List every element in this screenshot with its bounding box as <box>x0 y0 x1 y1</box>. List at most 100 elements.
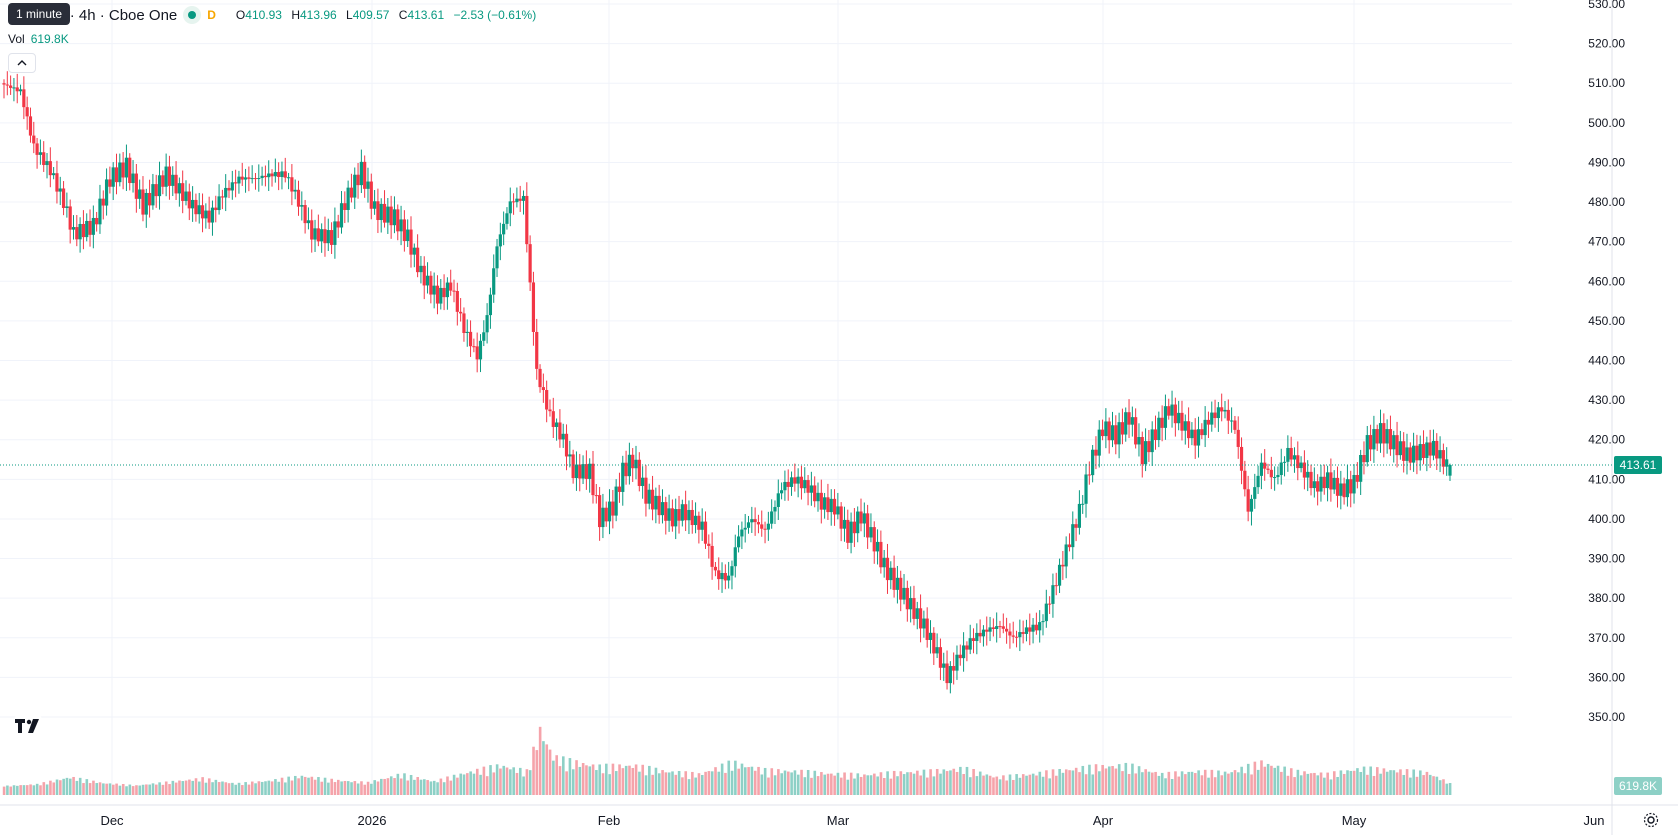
candle-body <box>938 647 943 668</box>
volume-bar <box>595 770 598 795</box>
volume-bar <box>889 778 893 795</box>
volume-bar <box>648 765 651 795</box>
volume-bar <box>327 782 330 795</box>
volume-bar <box>1114 768 1118 795</box>
candle-body <box>283 171 287 178</box>
volume-bar <box>1415 776 1419 795</box>
volume-bar <box>475 768 479 795</box>
candle-body <box>614 486 618 516</box>
close-label: C <box>398 8 408 22</box>
candle-body <box>535 331 539 369</box>
candle-body <box>508 201 512 214</box>
candle-body <box>1299 462 1303 469</box>
volume-bar <box>432 780 436 795</box>
volume-bar <box>1213 777 1217 795</box>
volume-bar <box>1094 764 1098 795</box>
collapse-legend-button[interactable] <box>8 53 36 73</box>
candle-body <box>313 228 317 240</box>
gear-icon[interactable] <box>1643 812 1659 828</box>
candle-body <box>641 477 645 486</box>
volume-bar <box>469 771 472 795</box>
candle-body <box>862 513 866 524</box>
candle-body <box>1110 425 1115 441</box>
volume-bar <box>1217 770 1220 795</box>
volume-bar <box>935 768 939 795</box>
candle-body <box>819 492 823 510</box>
candle-body <box>1210 412 1214 425</box>
candle-body <box>442 287 446 298</box>
volume-bar <box>618 764 621 795</box>
candle-body <box>617 486 622 492</box>
candle-body <box>1282 461 1287 463</box>
candle-body <box>386 206 390 223</box>
volume-bar <box>419 779 423 795</box>
candle-body <box>598 495 602 528</box>
volume-bar <box>1227 773 1230 795</box>
volume-bar <box>1127 773 1131 795</box>
candle-body <box>1117 422 1121 445</box>
candle-body <box>1441 450 1445 467</box>
volume-bar <box>1071 770 1075 795</box>
volume-bar <box>631 767 635 795</box>
volume-bar <box>211 782 214 795</box>
volume-bar <box>151 783 155 795</box>
volume-value: 619.8K <box>30 32 69 46</box>
volume-bar <box>135 785 138 795</box>
candle-body <box>1266 468 1270 470</box>
candle-body <box>1140 437 1144 465</box>
volume-bar <box>1194 773 1197 795</box>
candle-body <box>369 181 373 209</box>
candle-body <box>472 346 476 348</box>
candle-body <box>35 143 39 155</box>
candle-body <box>1147 441 1151 453</box>
volume-bar <box>906 772 909 795</box>
candle-body <box>1081 503 1085 505</box>
candle-body <box>478 340 483 360</box>
tradingview-logo[interactable] <box>14 716 42 736</box>
candle-body <box>98 198 102 225</box>
candle-body <box>114 167 119 183</box>
volume-bar <box>833 775 836 795</box>
volume-bar <box>25 785 29 795</box>
volume-bar <box>700 774 704 795</box>
volume-bar <box>280 777 284 795</box>
volume-bar <box>75 780 79 795</box>
candle-body <box>1339 483 1343 496</box>
volume-bar <box>763 767 767 795</box>
candle-body <box>1167 406 1171 416</box>
volume-bar <box>171 780 175 795</box>
volume-bar <box>274 779 277 795</box>
candle-body <box>866 513 870 538</box>
candle-body <box>965 645 969 650</box>
volume-bar <box>363 784 367 795</box>
candle-body <box>12 87 16 89</box>
volume-bar <box>39 785 42 795</box>
candle-body <box>852 521 856 534</box>
volume-bar <box>102 783 105 795</box>
volume-bar <box>896 776 899 795</box>
volume-bar <box>277 781 281 795</box>
candle-body <box>449 282 453 291</box>
candle-body <box>740 529 744 537</box>
candle-body <box>1362 454 1366 463</box>
candle-body <box>366 181 370 189</box>
volume-bar <box>876 776 879 795</box>
y-tick-label: 480.00 <box>1588 195 1625 209</box>
candle-body <box>690 509 694 526</box>
candle-body <box>1418 444 1422 461</box>
volume-bar <box>892 770 896 795</box>
candle-body <box>856 511 860 534</box>
volume-bar <box>687 779 691 795</box>
volume-bar <box>115 783 118 795</box>
volume-bar <box>68 778 72 795</box>
candle-body <box>1408 447 1412 463</box>
volume-bar <box>1362 766 1366 795</box>
volume-bar <box>863 774 866 795</box>
candle-body <box>455 291 459 312</box>
candle-body <box>991 627 995 630</box>
candle-body <box>998 626 1002 628</box>
candle-body <box>1332 477 1336 490</box>
volume-bar <box>962 774 965 795</box>
